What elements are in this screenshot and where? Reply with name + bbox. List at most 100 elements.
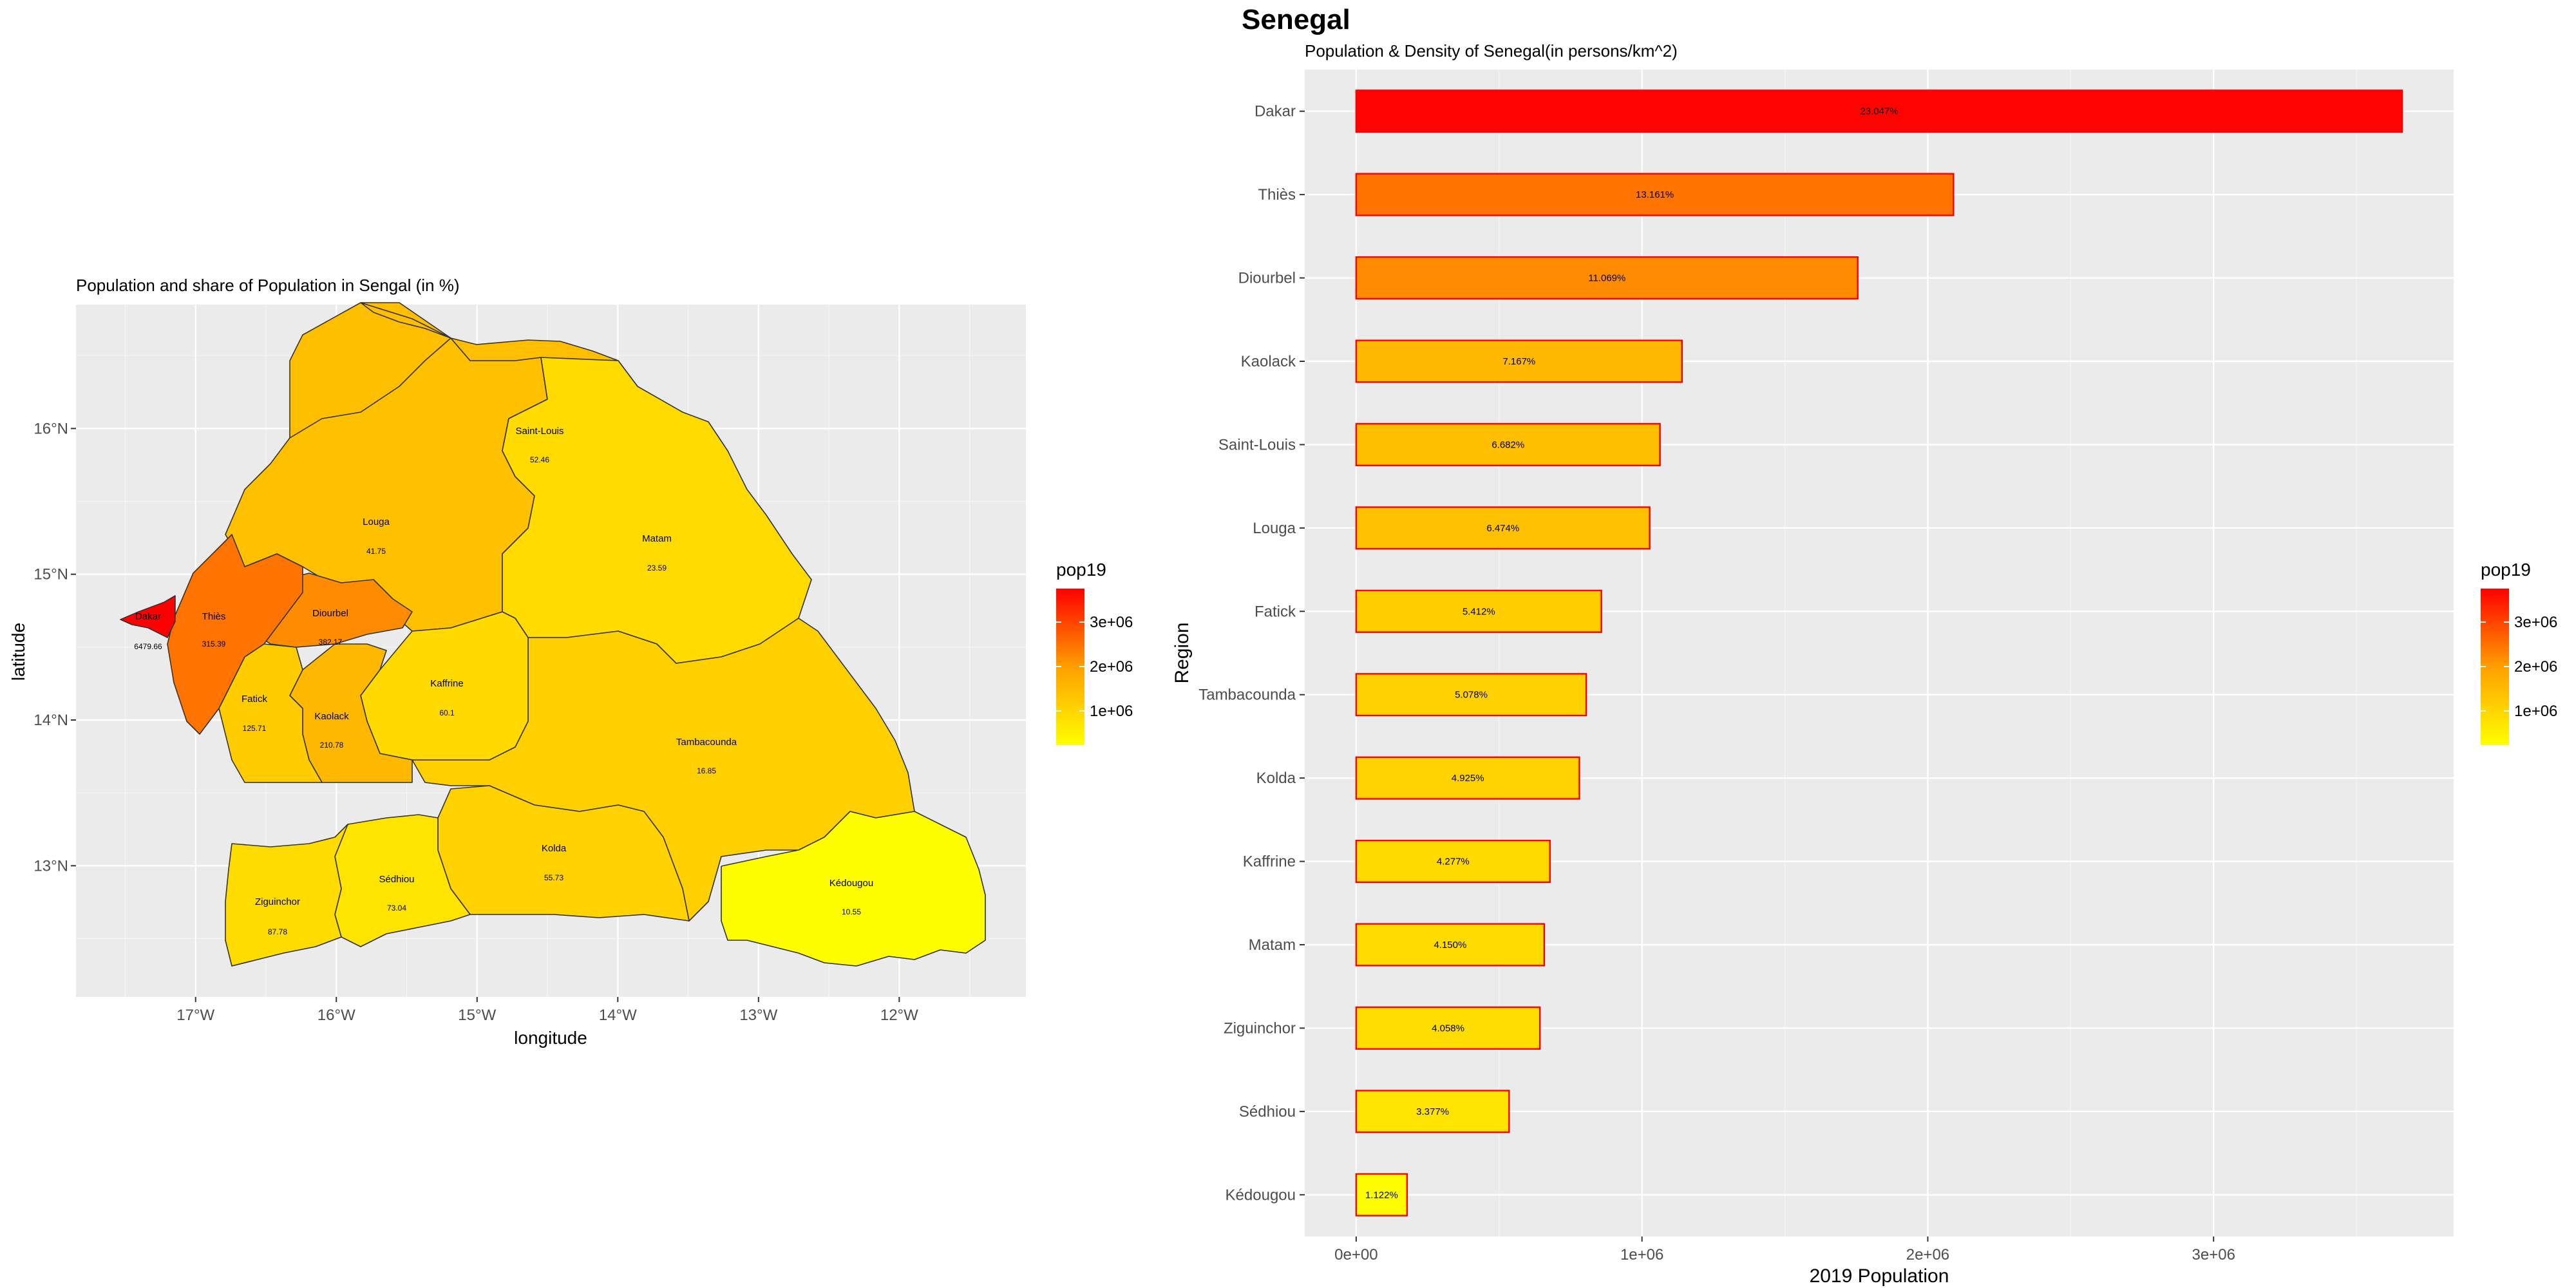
bar-data-label: 13.161% <box>1636 189 1674 200</box>
map-y-axis: 13°N 14°N 15°N 16°N <box>33 420 76 875</box>
bar-x-axis: 0e+00 1e+06 2e+06 3e+06 <box>1334 1236 2235 1264</box>
bar-category-label: Fatick <box>1255 603 1296 620</box>
map-region-name-label: Sédhiou <box>379 874 414 885</box>
map-region-name-label: Thiès <box>202 611 226 622</box>
bar-data-label: 7.167% <box>1502 356 1535 367</box>
map-y-tick-label: 16°N <box>33 420 68 437</box>
map-region-value-label: 16.85 <box>697 766 716 775</box>
map-region-name-label: Saint-Louis <box>515 426 564 437</box>
map-region-k-dougou <box>721 811 986 967</box>
map-region-value-label: 210.78 <box>320 741 344 750</box>
map-region-value-label: 87.78 <box>268 927 287 936</box>
bar-x-tick-label: 2e+06 <box>1906 1246 1949 1264</box>
map-region-name-label: Kolda <box>542 843 567 854</box>
bar-category-label: Dakar <box>1255 103 1296 120</box>
bar-data-label: 5.078% <box>1455 690 1488 701</box>
map-x-tick-label: 13°W <box>739 1007 777 1024</box>
map-region-name-label: Diourbel <box>312 608 348 619</box>
map-y-tick-label: 15°N <box>33 566 68 583</box>
map-region-value-label: 125.71 <box>243 724 267 733</box>
map-region-value-label: 23.59 <box>647 564 667 573</box>
bar-category-label: Kaffrine <box>1243 853 1296 871</box>
map-region-name-label: Matam <box>642 533 672 544</box>
map-x-axis: 17°W 16°W 15°W 14°W 13°W 12°W <box>176 997 918 1024</box>
bar-matam <box>1355 923 1546 967</box>
bar-x-tick-label: 3e+06 <box>2192 1246 2235 1264</box>
bar-category-label: Kédougou <box>1226 1186 1296 1204</box>
bar-thi-s <box>1355 173 1955 216</box>
map-region-value-label: 41.75 <box>366 547 386 556</box>
map-region-tambacounda <box>412 618 915 922</box>
map-region-thi-s <box>167 534 303 735</box>
map-region-labels: Louga 41.75 Saint-Louis 52.46 Matam 23.59 Tamb… <box>134 426 873 936</box>
legend-label: 3e+06 <box>1090 614 1133 631</box>
map-region-value-label: 55.73 <box>544 873 564 882</box>
legend-label: 3e+06 <box>2514 614 2557 631</box>
bar-data-label: 23.047% <box>1860 106 1898 117</box>
bar-saint-louis <box>1355 422 1661 466</box>
legend-label: 1e+06 <box>1090 703 1133 720</box>
bar-chart: Population & Density of Senegal(in perso… <box>1171 41 2557 1287</box>
map-x-axis-title: longitude <box>514 1028 587 1048</box>
bar-legend-title: pop19 <box>2481 560 2531 580</box>
map-title: Population and share of Population in Se… <box>76 276 460 295</box>
map-x-tick-label: 12°W <box>880 1007 918 1024</box>
map-region-name-label: Kaolack <box>314 711 349 722</box>
map-regions <box>120 302 986 967</box>
map-y-axis-title: latitude <box>8 623 28 681</box>
bar-y-axis-title: Region <box>1171 622 1193 683</box>
bar-dakar <box>1355 90 2403 133</box>
bar-category-label: Diourbel <box>1238 270 1296 287</box>
map-region-dakar <box>120 595 176 638</box>
bar-louga <box>1355 506 1651 550</box>
map-y-tick-label: 13°N <box>33 857 68 875</box>
bar-kolda <box>1355 756 1580 800</box>
bar-diourbel <box>1355 256 1859 300</box>
bar-x-tick-label: 1e+06 <box>1620 1246 1663 1264</box>
bar-category-label: Sédhiou <box>1239 1103 1296 1121</box>
bar-data-label: 4.925% <box>1452 773 1484 784</box>
map-region-value-label: 315.39 <box>202 639 226 649</box>
legend-label: 2e+06 <box>1090 658 1133 676</box>
map-region-name-label: Fatick <box>242 694 268 705</box>
bar-category-label: Louga <box>1253 520 1296 537</box>
bar-data-label: 4.058% <box>1432 1023 1464 1034</box>
bar-category-label: Thiès <box>1258 186 1296 204</box>
map-region-name-label: Dakar <box>135 611 161 622</box>
legend-label: 1e+06 <box>2514 703 2557 720</box>
map-region-value-label: 60.1 <box>439 708 455 717</box>
map-y-tick-label: 14°N <box>33 712 68 729</box>
bar-ziguinchor <box>1355 1006 1541 1050</box>
bar-category-label: Kolda <box>1256 770 1296 787</box>
map-region-value-label: 6479.66 <box>134 642 162 651</box>
bar-x-axis-title: 2019 Population <box>1810 1265 1949 1287</box>
bar-x-tick-label: 0e+00 <box>1334 1246 1378 1264</box>
bar-category-label: Kaolack <box>1241 353 1296 370</box>
bar-tambacounda <box>1355 673 1587 717</box>
map-region-name-label: Ziguinchor <box>255 896 300 907</box>
map-region-name-label: Kédougou <box>829 878 873 889</box>
bar-y-axis: Dakar Thiès Diourbel Kaolack Saint-Louis Loug… <box>1198 103 1305 1204</box>
map-region-name-label: Louga <box>363 516 390 527</box>
map-region-name-label: Kaffrine <box>430 678 463 689</box>
bar-title: Population & Density of Senegal(in perso… <box>1305 41 1678 61</box>
bar-category-label: Tambacounda <box>1198 687 1296 704</box>
legend-label: 2e+06 <box>2514 658 2557 676</box>
bar-k-dougou <box>1355 1173 1408 1217</box>
bar-category-label: Ziguinchor <box>1224 1019 1296 1037</box>
bar-legend: pop19 3e+06 2e+06 1e+06 <box>2481 560 2557 745</box>
map-x-tick-label: 15°W <box>458 1007 496 1024</box>
bar-data-label: 1.122% <box>1365 1189 1398 1200</box>
map-x-tick-label: 17°W <box>176 1007 214 1024</box>
map-legend-title: pop19 <box>1056 560 1106 580</box>
bar-category-label: Saint-Louis <box>1218 436 1296 453</box>
bar-bars: 23.047% 13.161% 11.069% 7.167% 6.682% 6.474% 5… <box>1355 90 2403 1217</box>
bar-kaolack <box>1355 339 1683 383</box>
bar-data-label: 6.682% <box>1492 439 1524 450</box>
map-x-tick-label: 14°W <box>599 1007 637 1024</box>
bar-data-label: 4.150% <box>1434 940 1466 951</box>
bar-category-label: Matam <box>1249 936 1296 954</box>
map-region-value-label: 73.04 <box>387 904 406 913</box>
map-region-ziguinchor <box>225 824 348 967</box>
